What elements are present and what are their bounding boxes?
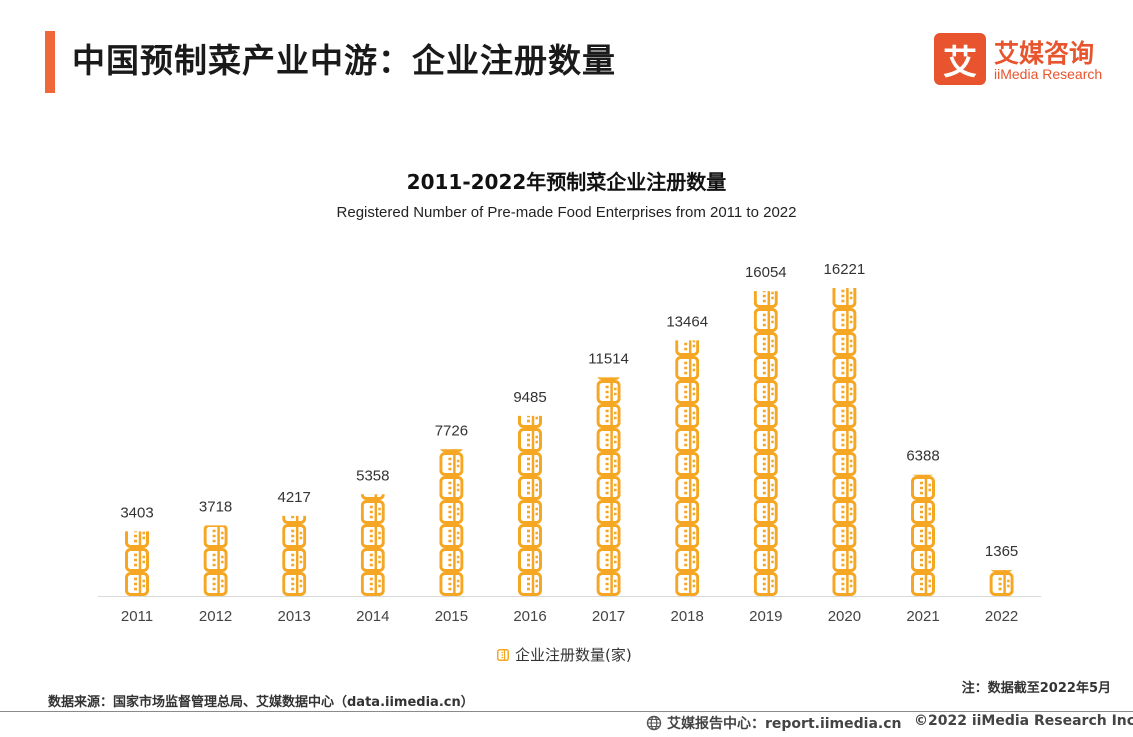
report-center-link[interactable]: 艾媒报告中心：report.iimedia.cn	[646, 713, 902, 733]
data-label-2012: 3718	[199, 498, 232, 515]
x-tick-2012: 2012	[199, 608, 232, 625]
data-note: 注：数据截至2022年5月	[961, 681, 1111, 696]
globe-icon	[646, 715, 662, 731]
x-tick-2018: 2018	[671, 608, 704, 625]
data-source: 数据来源：国家市场监督管理总局、艾媒数据中心（data.iimedia.cn）	[48, 695, 474, 710]
bar-2018	[675, 340, 700, 596]
x-tick-2011: 2011	[121, 608, 153, 625]
x-tick-2016: 2016	[513, 608, 546, 625]
bar-2020	[832, 288, 857, 596]
data-label-2019: 16054	[745, 264, 787, 281]
logo-name-en: iiMedia Research	[994, 66, 1103, 82]
data-label-2021: 6388	[906, 448, 939, 465]
bar-2012	[203, 525, 228, 596]
copyright: ©2022 iiMedia Research Inc	[914, 713, 1133, 729]
x-tick-2021: 2021	[906, 608, 939, 625]
data-label-2016: 9485	[513, 389, 546, 406]
data-label-2017: 11514	[588, 350, 629, 367]
bar-2019	[753, 291, 778, 596]
x-tick-2014: 2014	[356, 608, 389, 625]
data-label-2011: 3403	[120, 504, 153, 521]
page-title: 中国预制菜产业中游：企业注册数量	[72, 41, 616, 80]
legend-label: 企业注册数量(家)	[515, 646, 632, 664]
footer-divider	[0, 711, 1133, 712]
bar-2016	[518, 415, 542, 596]
data-label-2014: 5358	[356, 467, 389, 484]
chart-subtitle: Registered Number of Pre-made Food Enter…	[336, 204, 797, 221]
chart-title: 2011-2022年预制菜企业注册数量	[406, 170, 727, 194]
bar-2017	[596, 377, 621, 596]
logo-name-cn: 艾媒咨询	[994, 39, 1095, 68]
x-tick-2015: 2015	[435, 608, 468, 625]
chart-legend: 企业注册数量(家)	[497, 644, 632, 665]
title-accent-bar	[45, 31, 55, 93]
report-center-text: 艾媒报告中心：report.iimedia.cn	[667, 716, 902, 732]
x-tick-2020: 2020	[828, 608, 861, 625]
building-icon	[497, 648, 509, 661]
x-tick-2013: 2013	[278, 608, 311, 625]
data-label-2018: 13464	[666, 313, 708, 330]
data-label-2013: 4217	[278, 489, 311, 506]
data-label-2022: 1365	[985, 543, 1018, 560]
data-label-2020: 16221	[824, 261, 866, 278]
x-tick-2017: 2017	[592, 608, 625, 625]
x-tick-2022: 2022	[985, 608, 1018, 625]
data-label-2015: 7726	[435, 422, 468, 439]
iimedia-logo[interactable]: 艾 艾媒咨询 iiMedia Research	[934, 33, 1119, 87]
logo-mark-icon: 艾	[934, 33, 986, 85]
x-tick-2019: 2019	[749, 608, 782, 625]
